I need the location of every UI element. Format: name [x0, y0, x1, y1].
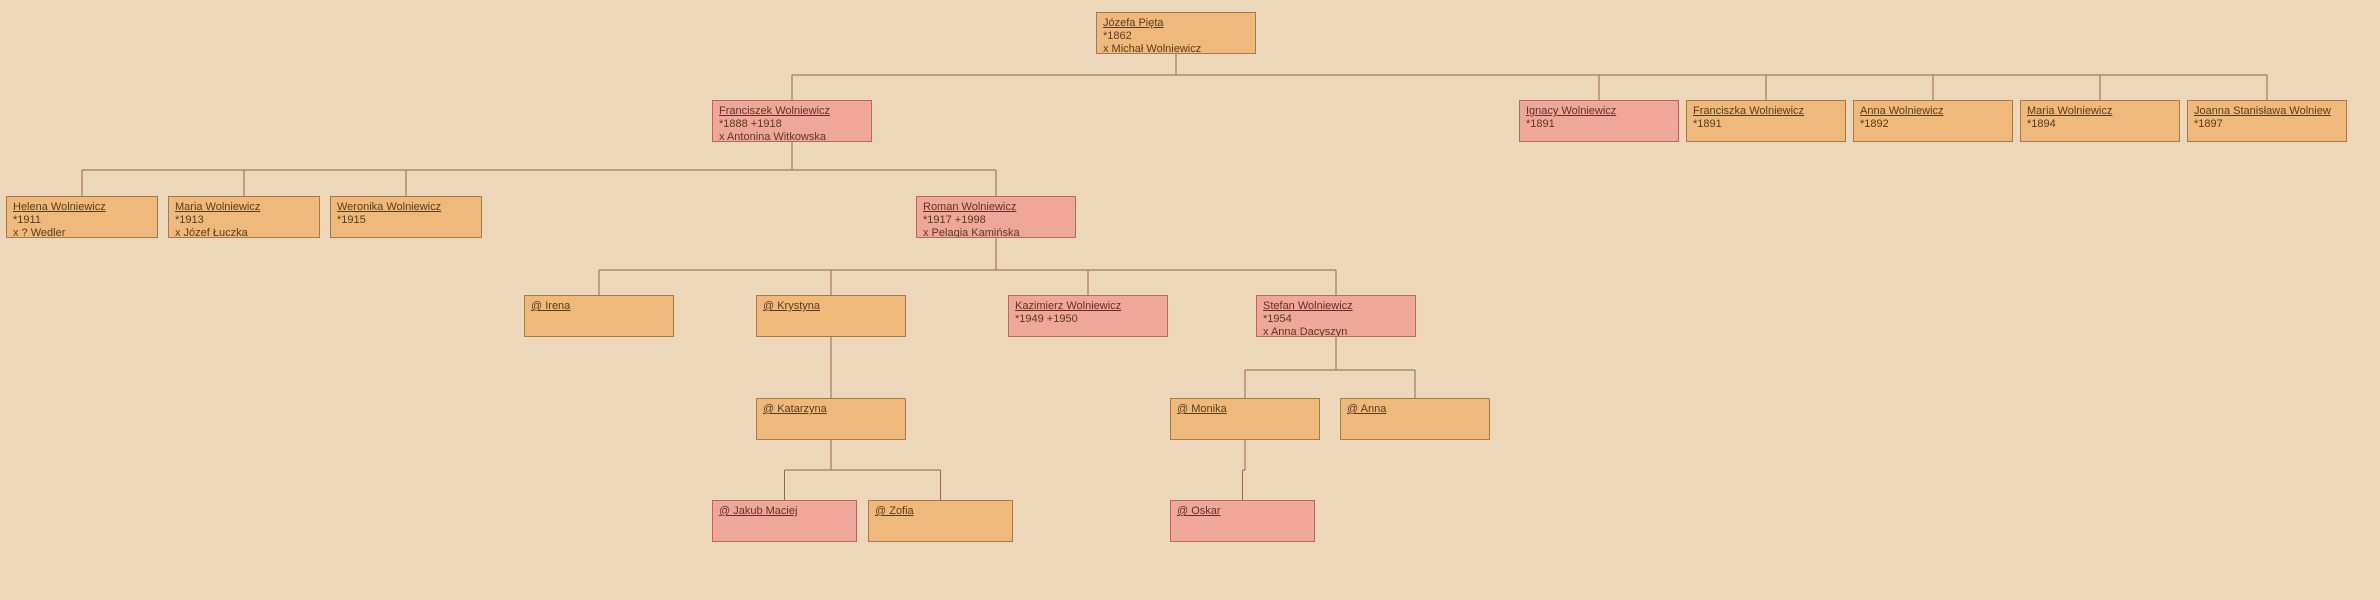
person-dates: *1891 [1526, 118, 1672, 131]
tree-node-anna[interactable]: @ Anna [1340, 398, 1490, 440]
tree-node-ignacy[interactable]: Ignacy Wolniewicz*1891 [1519, 100, 1679, 142]
tree-node-franciszka[interactable]: Franciszka Wolniewicz*1891 [1686, 100, 1846, 142]
person-name[interactable]: Stefan Wolniewicz [1263, 300, 1409, 313]
person-name[interactable]: Ignacy Wolniewicz [1526, 105, 1672, 118]
person-dates: *1888 +1918 [719, 118, 865, 131]
tree-node-katarzyna[interactable]: @ Katarzyna [756, 398, 906, 440]
person-dates: *1954 [1263, 313, 1409, 326]
person-name[interactable]: Franciszka Wolniewicz [1693, 105, 1839, 118]
tree-node-helena[interactable]: Helena Wolniewicz*1911x ? Wedler [6, 196, 158, 238]
person-dates: *1862 [1103, 30, 1249, 43]
person-dates: *1891 [1693, 118, 1839, 131]
person-dates: *1897 [2194, 118, 2340, 131]
person-spouse: x Anna Dacyszyn [1263, 326, 1409, 337]
tree-node-roman[interactable]: Roman Wolniewicz*1917 +1998x Pelagia Kam… [916, 196, 1076, 238]
person-name[interactable]: Anna Wolniewicz [1860, 105, 2006, 118]
person-name[interactable]: Joanna Stanisława Wolniew [2194, 105, 2340, 118]
tree-node-anna_w[interactable]: Anna Wolniewicz*1892 [1853, 100, 2013, 142]
person-name[interactable]: @ Irena [531, 300, 667, 313]
tree-node-maria_w[interactable]: Maria Wolniewicz*1894 [2020, 100, 2180, 142]
person-spouse: x Pelagia Kamińska [923, 227, 1069, 238]
person-dates: *1911 [13, 214, 151, 227]
tree-node-jakub[interactable]: @ Jakub Maciej [712, 500, 857, 542]
tree-node-oskar[interactable]: @ Oskar [1170, 500, 1315, 542]
tree-node-root[interactable]: Józefa Pięta*1862x Michał Wolniewicz [1096, 12, 1256, 54]
person-spouse: x ? Wedler [13, 227, 151, 238]
person-dates: *1892 [1860, 118, 2006, 131]
tree-node-maria2[interactable]: Maria Wolniewicz*1913x Józef Łuczka [168, 196, 320, 238]
tree-node-irena[interactable]: @ Irena [524, 295, 674, 337]
person-spouse: x Michał Wolniewicz [1103, 43, 1249, 54]
tree-node-stefan[interactable]: Stefan Wolniewicz*1954x Anna Dacyszyn [1256, 295, 1416, 337]
person-name[interactable]: @ Jakub Maciej [719, 505, 850, 518]
person-dates: *1949 +1950 [1015, 313, 1161, 326]
person-name[interactable]: Maria Wolniewicz [175, 201, 313, 214]
person-name[interactable]: Helena Wolniewicz [13, 201, 151, 214]
person-name[interactable]: Józefa Pięta [1103, 17, 1249, 30]
person-dates: *1913 [175, 214, 313, 227]
person-name[interactable]: @ Katarzyna [763, 403, 899, 416]
person-name[interactable]: @ Anna [1347, 403, 1483, 416]
person-name[interactable]: @ Oskar [1177, 505, 1308, 518]
person-name[interactable]: Franciszek Wolniewicz [719, 105, 865, 118]
person-dates: *1894 [2027, 118, 2173, 131]
person-spouse: x Antonina Witkowska [719, 131, 865, 142]
tree-node-weronika[interactable]: Weronika Wolniewicz*1915 [330, 196, 482, 238]
tree-node-franciszek[interactable]: Franciszek Wolniewicz*1888 +1918x Antoni… [712, 100, 872, 142]
tree-node-joanna[interactable]: Joanna Stanisława Wolniew*1897 [2187, 100, 2347, 142]
person-dates: *1917 +1998 [923, 214, 1069, 227]
tree-node-kazimierz[interactable]: Kazimierz Wolniewicz*1949 +1950 [1008, 295, 1168, 337]
tree-node-zofia[interactable]: @ Zofia [868, 500, 1013, 542]
person-name[interactable]: @ Monika [1177, 403, 1313, 416]
person-name[interactable]: Kazimierz Wolniewicz [1015, 300, 1161, 313]
person-dates: *1915 [337, 214, 475, 227]
tree-node-monika[interactable]: @ Monika [1170, 398, 1320, 440]
person-name[interactable]: @ Zofia [875, 505, 1006, 518]
person-name[interactable]: @ Krystyna [763, 300, 899, 313]
person-spouse: x Józef Łuczka [175, 227, 313, 238]
tree-node-krystyna[interactable]: @ Krystyna [756, 295, 906, 337]
person-name[interactable]: Maria Wolniewicz [2027, 105, 2173, 118]
person-name[interactable]: Weronika Wolniewicz [337, 201, 475, 214]
person-name[interactable]: Roman Wolniewicz [923, 201, 1069, 214]
